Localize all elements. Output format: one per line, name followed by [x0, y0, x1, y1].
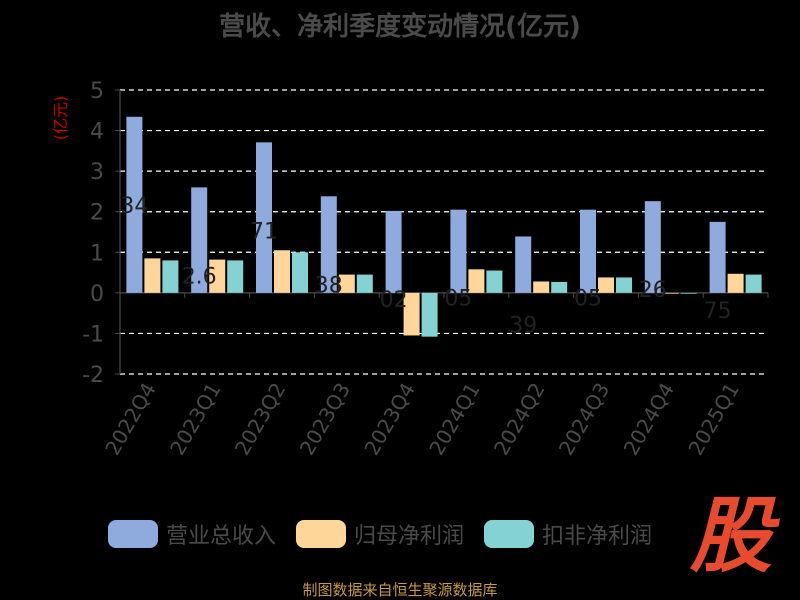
x-tick-label: 2023Q4 [359, 379, 419, 460]
bar-revenue [126, 116, 143, 293]
legend-item-net-profit[interactable]: 归母净利润 [296, 518, 464, 550]
x-tick-label: 2025Q1 [683, 379, 743, 460]
bar-revenue [191, 187, 208, 293]
bar-net-profit [662, 292, 679, 294]
bar-net-profit [144, 258, 161, 293]
x-tick-label: 2023Q1 [165, 379, 225, 460]
data-label: 75 [704, 299, 732, 324]
y-tick-label: -2 [82, 363, 104, 388]
bar-net-profit [274, 250, 290, 293]
bar-revenue [515, 236, 532, 293]
source-note: 制图数据来自恒生聚源数据库 [302, 581, 498, 599]
x-tick-label: 2024Q1 [424, 379, 484, 460]
legend-item-revenue[interactable]: 营业总收入 [108, 518, 276, 550]
bar-deducted-profit [162, 260, 179, 293]
x-tick-label: 2023Q2 [230, 379, 290, 460]
chart-title: 营收、净利季度变动情况(亿元) [219, 12, 581, 42]
x-tick-label: 2022Q4 [100, 379, 160, 460]
bar-revenue [709, 221, 726, 293]
y-tick-label: 4 [90, 120, 104, 145]
data-label: 38 [315, 273, 343, 298]
bar-net-profit [598, 277, 614, 293]
y-tick-label: 5 [90, 79, 104, 104]
data-label: 34 [120, 194, 148, 219]
bar-deducted-profit [551, 281, 568, 293]
bar-deducted-profit [292, 252, 308, 293]
bar-net-profit [727, 273, 744, 293]
bar-revenue [320, 196, 337, 293]
x-tick-label: 2023Q3 [295, 379, 355, 460]
data-label: 02 [380, 288, 408, 313]
data-label: 2.6 [182, 264, 217, 289]
y-axis-label: (亿元) [51, 96, 70, 141]
bar-net-profit [209, 259, 226, 293]
legend-swatch-deducted-profit [484, 520, 535, 548]
bar-revenue [256, 142, 272, 293]
data-label: 71 [250, 219, 278, 244]
y-tick-label: 1 [90, 241, 104, 266]
data-label: 39 [509, 313, 537, 338]
y-tick-label: 0 [90, 282, 104, 307]
x-tick-label: 2024Q3 [554, 379, 614, 460]
bar-deducted-profit [227, 260, 244, 293]
x-tick-label: 2024Q2 [489, 379, 549, 460]
legend: 营业总收入 归母净利润 扣非净利润 [108, 518, 652, 550]
bar-revenue [450, 209, 467, 293]
x-tick-label: 2024Q4 [619, 379, 679, 460]
bar-net-profit [403, 292, 420, 336]
bar-deducted-profit [616, 277, 632, 293]
legend-item-deducted-profit[interactable]: 扣非净利润 [484, 518, 652, 550]
bars [126, 116, 762, 337]
legend-label-deducted-profit: 扣非净利润 [542, 524, 653, 549]
bar-deducted-profit [356, 274, 373, 293]
bar-revenue [385, 210, 402, 293]
legend-swatch-net-profit [296, 520, 347, 548]
bar-deducted-profit [745, 274, 762, 293]
data-label: 05 [574, 287, 602, 312]
bar-revenue [580, 209, 596, 293]
y-tick-label: -1 [82, 322, 104, 347]
y-tick-label: 3 [90, 160, 104, 185]
legend-label-revenue: 营业总收入 [166, 524, 277, 549]
logo-icon: 股 [690, 489, 772, 584]
bar-net-profit [338, 274, 355, 293]
bar-revenue [644, 201, 661, 293]
bar-net-profit [468, 269, 485, 293]
grid-lines [120, 89, 768, 375]
bar-deducted-profit [680, 292, 697, 294]
bar-net-profit [533, 281, 550, 293]
data-label: 26 [639, 278, 667, 303]
legend-swatch-revenue [108, 520, 158, 548]
bar-deducted-profit [421, 292, 438, 337]
y-tick-label: 2 [90, 201, 104, 226]
data-labels: 34 2.6 71 38 02 05 39 05 26 75 [120, 194, 731, 339]
bar-deducted-profit [486, 270, 503, 293]
data-label: 05 [444, 287, 472, 312]
legend-label-net-profit: 归母净利润 [354, 524, 465, 549]
